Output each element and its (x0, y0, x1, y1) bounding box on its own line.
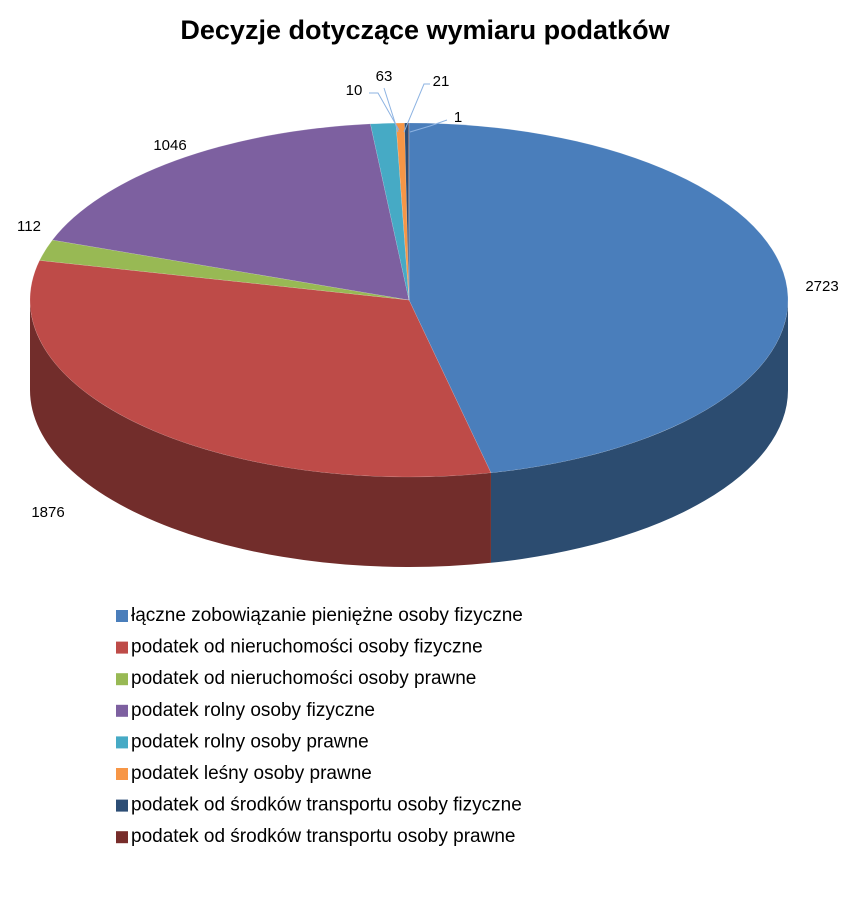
legend-swatch (116, 705, 128, 717)
legend-swatch (116, 673, 128, 685)
legend-swatch (116, 831, 128, 843)
legend-swatch (116, 736, 128, 748)
data-label: 1046 (153, 137, 186, 154)
legend-label: łączne zobowiązanie pieniężne osoby fizy… (131, 605, 523, 626)
data-label: 63 (376, 68, 393, 85)
legend-swatch (116, 800, 128, 812)
data-label: 21 (433, 73, 450, 90)
legend-label: podatek od nieruchomości osoby prawne (131, 668, 476, 689)
data-label: 2723 (805, 278, 838, 295)
legend-label: podatek rolny osoby prawne (131, 731, 369, 752)
legend-swatch (116, 642, 128, 654)
legend-label: podatek od środków transportu osoby praw… (131, 826, 515, 847)
legend-swatch (116, 610, 128, 622)
legend-label: podatek rolny osoby fizyczne (131, 700, 375, 721)
legend-label: podatek od nieruchomości osoby fizyczne (131, 637, 483, 658)
data-label: 112 (17, 218, 41, 235)
chart-title: Decyzje dotyczące wymiaru podatków (180, 15, 670, 45)
data-label: 10 (346, 82, 363, 99)
legend-label: podatek leśny osoby prawne (131, 763, 372, 784)
data-label: 1 (454, 109, 462, 126)
legend-swatch (116, 768, 128, 780)
data-label: 1876 (31, 504, 64, 521)
legend-label: podatek od środków transportu osoby fizy… (131, 795, 522, 816)
